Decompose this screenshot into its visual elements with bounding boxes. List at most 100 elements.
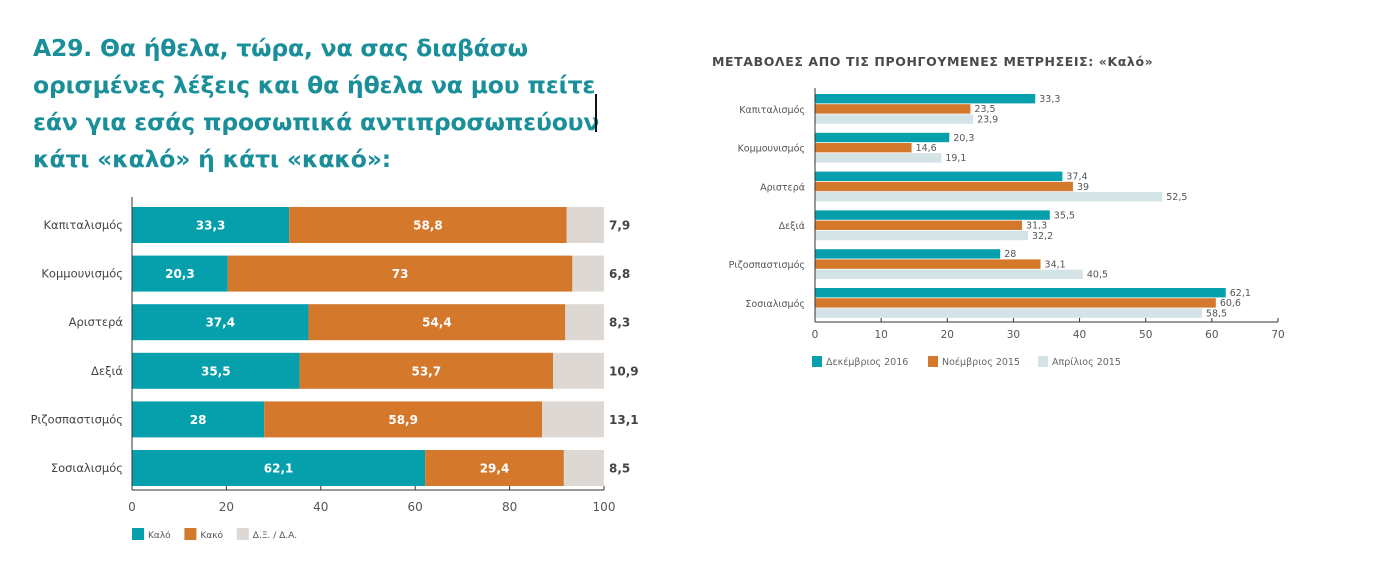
bar — [815, 104, 971, 114]
bar — [815, 298, 1216, 308]
data-label: 28 — [190, 413, 207, 427]
category-label: Κομμουνισμός — [738, 144, 805, 155]
x-tick-label: 80 — [502, 500, 517, 514]
x-tick-label: 0 — [128, 500, 136, 514]
data-label: 40,5 — [1087, 270, 1108, 281]
category-label: Σοσιαλισμός — [51, 461, 123, 475]
legend-swatch — [928, 356, 938, 367]
bar — [815, 220, 1023, 230]
data-label: 35,5 — [1054, 210, 1075, 221]
data-label: 33,3 — [1039, 94, 1060, 105]
data-label: 34,1 — [1045, 259, 1066, 270]
category-label: Αριστερά — [69, 315, 124, 329]
bar — [815, 230, 1028, 241]
x-tick-label: 20 — [219, 500, 234, 514]
data-label: 8,3 — [609, 316, 630, 330]
bar-segment — [264, 401, 543, 438]
x-tick-label: 10 — [874, 329, 887, 341]
data-label: 23,9 — [977, 114, 998, 125]
category-label: Σοσιαλισμός — [745, 299, 805, 310]
bar-segment — [132, 207, 290, 243]
data-label: 10,9 — [609, 364, 639, 378]
bar-segment — [572, 255, 604, 292]
legend-label: Κακό — [200, 530, 223, 541]
data-label: 20,3 — [165, 267, 195, 281]
bar — [815, 249, 1001, 259]
data-label: 32,2 — [1032, 231, 1053, 242]
bar-segment — [425, 450, 564, 486]
bar — [815, 192, 1163, 202]
data-label: 37,4 — [1066, 172, 1087, 183]
legend-label: Δεκέμβριος 2016 — [826, 357, 908, 368]
data-label: 33,3 — [196, 219, 226, 233]
data-label: 31,3 — [1026, 221, 1047, 232]
stacked-bar-chart: Καπιταλισμός 33,3 58,8 7,9 Κομμουνισμός 20,3 7… — [31, 197, 639, 541]
bar — [815, 210, 1050, 220]
bar — [815, 153, 942, 163]
data-label: 8,5 — [609, 462, 630, 476]
bar-segment — [299, 352, 554, 389]
legend-label: Δ.Ξ. / Δ.Α. — [253, 531, 297, 541]
category-label: Κομμουνισμός — [41, 267, 123, 281]
data-label: 73 — [392, 267, 409, 281]
page-title: Α29. Θα ήθελα, τώρα, να σας διαβάσω ορισ… — [33, 34, 600, 173]
bar — [815, 308, 1202, 318]
bar-segment — [308, 304, 566, 341]
bar-segment — [227, 255, 573, 292]
data-label: 35,5 — [201, 364, 231, 378]
bar-segment — [132, 450, 426, 486]
bar — [815, 143, 912, 153]
data-label: 39 — [1077, 182, 1089, 193]
data-label: 58,5 — [1206, 308, 1227, 319]
data-label: 7,9 — [609, 219, 630, 233]
x-tick-label: 60 — [408, 500, 423, 514]
bar — [815, 132, 950, 143]
bar-segment — [132, 401, 265, 438]
category-label: Καπιταλισμός — [739, 105, 805, 116]
legend-swatch — [236, 528, 249, 540]
data-label: 28 — [1004, 249, 1016, 260]
x-tick-label: 0 — [812, 329, 819, 341]
x-tick-label: 100 — [593, 500, 616, 514]
x-tick-label: 40 — [313, 500, 328, 514]
legend-label: Απρίλιος 2015 — [1052, 357, 1121, 368]
data-label: 20,3 — [953, 133, 974, 144]
data-label: 58,9 — [388, 413, 418, 427]
category-label: Ριζοσπαστισμός — [31, 412, 123, 426]
data-label: 54,4 — [422, 316, 452, 330]
data-label: 62,1 — [264, 462, 294, 476]
category-label: Δεξιά — [779, 221, 805, 232]
x-tick-label: 30 — [1007, 329, 1020, 341]
bar-segment — [565, 304, 604, 341]
bar-segment — [289, 207, 567, 243]
data-label: 58,8 — [413, 219, 443, 233]
legend-swatch — [1038, 356, 1048, 367]
bar — [815, 288, 1226, 298]
legend-swatch — [184, 528, 197, 540]
data-label: 19,1 — [945, 153, 966, 164]
legend-swatch — [132, 528, 144, 540]
x-tick-label: 40 — [1073, 329, 1086, 341]
bar-segment — [132, 255, 228, 292]
text-cursor — [595, 94, 597, 132]
data-label: 29,4 — [480, 462, 510, 476]
data-label: 23,5 — [974, 104, 995, 115]
data-label: 53,7 — [411, 364, 441, 378]
legend-label: Καλό — [148, 530, 171, 541]
x-tick-label: 60 — [1205, 329, 1218, 341]
x-tick-label: 50 — [1139, 329, 1152, 341]
bar — [815, 269, 1083, 279]
x-tick-label: 20 — [941, 329, 954, 341]
data-label: 60,6 — [1220, 298, 1241, 309]
category-label: Δεξιά — [91, 364, 123, 378]
bar — [815, 181, 1073, 192]
chart-title: ΜΕΤΑΒΟΛΕΣ ΑΠΟ ΤΙΣ ΠΡΟΗΓΟΥΜΕΝΕΣ ΜΕΤΡΗΣΕΙΣ… — [712, 54, 1154, 69]
category-label: Ριζοσπαστισμός — [729, 260, 805, 271]
bar-segment — [563, 450, 604, 486]
data-label: 14,6 — [916, 143, 937, 154]
bar — [815, 94, 1036, 104]
data-label: 13,1 — [609, 413, 639, 427]
data-label: 52,5 — [1166, 192, 1187, 203]
category-label: Καπιταλισμός — [43, 218, 123, 232]
bar — [815, 171, 1063, 181]
